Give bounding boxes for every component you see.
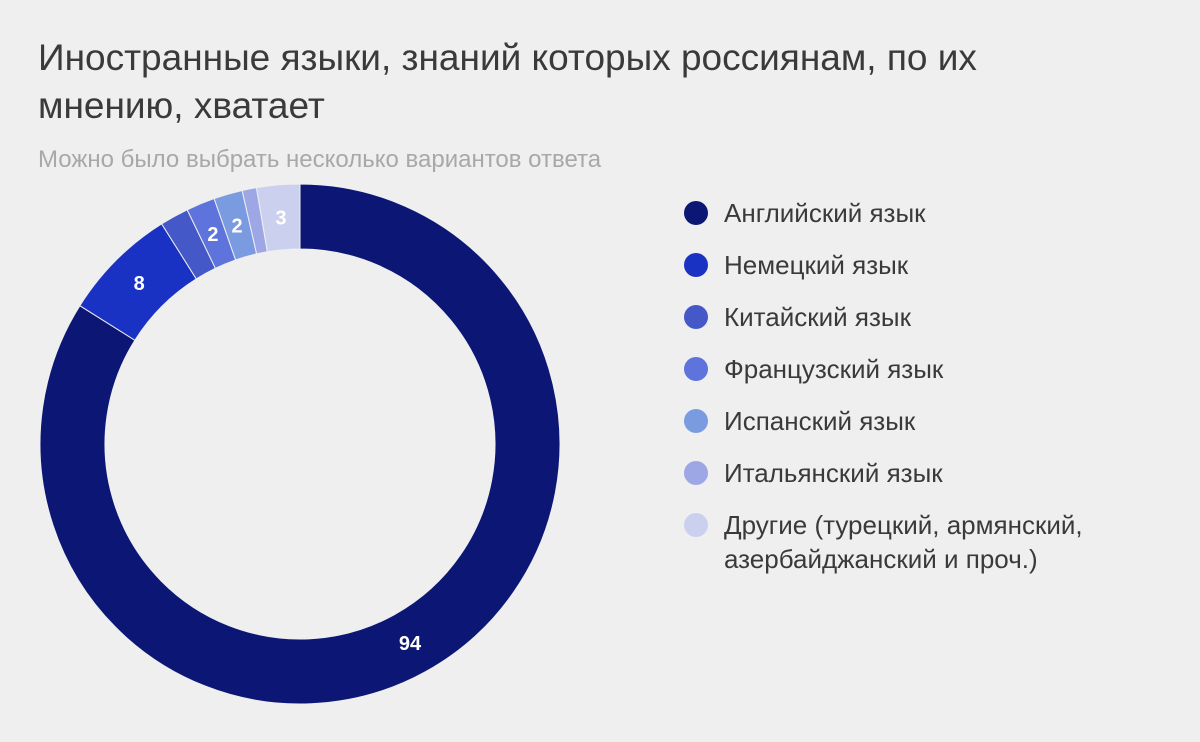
legend-label-0: Английский язык [724,198,926,228]
slice-label-6: 3 [275,207,286,229]
donut-chart: 94 8 2 2 3 [39,183,561,705]
legend-item-3: Французский язык [684,352,1144,386]
slice-6 [255,183,301,253]
legend-item-2: Китайский язык [684,300,1144,334]
legend-dot-6 [684,513,708,537]
slice-label-0: 94 [399,633,422,655]
chart-title: Иностранные языки, знаний которых россия… [38,37,977,126]
legend-dot-1 [684,253,708,277]
legend-label-2: Китайский язык [724,302,911,332]
legend-dot-2 [684,305,708,329]
legend-label-3: Французский язык [724,354,944,384]
legend-label-1: Немецкий язык [724,250,909,280]
legend-item-0: Английский язык [684,196,1144,230]
legend-dot-4 [684,409,708,433]
legend-dot-3 [684,357,708,381]
legend-item-5: Итальянский язык [684,456,1144,490]
legend: Английский язык Немецкий язык Китайский яз… [684,196,1144,594]
legend-item-1: Немецкий язык [684,248,1144,282]
slice-label-1: 8 [134,273,145,295]
legend-label-4: Испанский язык [724,406,916,436]
chart-subtitle: Можно было выбрать несколько вариантов о… [38,146,602,173]
legend-label-5: Итальянский язык [724,458,943,488]
legend-item-6: Другие (турецкий, армянский, азербайджан… [684,508,1144,576]
legend-item-4: Испанский язык [684,404,1144,438]
slice-label-4: 2 [231,215,242,237]
legend-label-6: Другие (турецкий, армянский, азербайджан… [724,510,1083,574]
legend-dot-0 [684,201,708,225]
slice-0 [39,183,561,705]
legend-dot-5 [684,461,708,485]
slice-label-3: 2 [207,224,218,246]
